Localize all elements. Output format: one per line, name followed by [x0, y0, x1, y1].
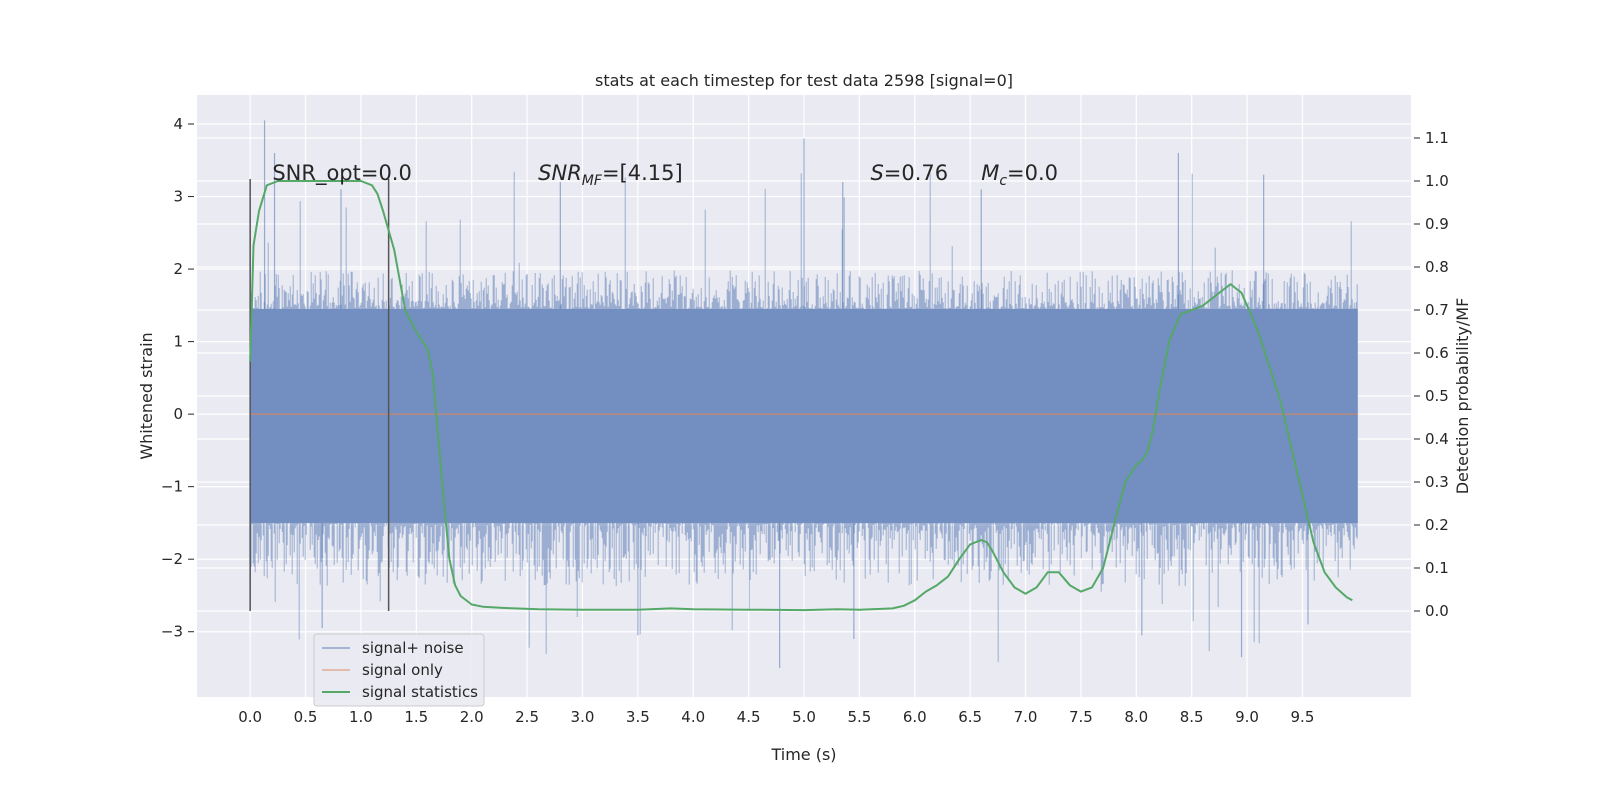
x-tick-label: 9.5	[1291, 708, 1315, 726]
y2-tick-label: 0.6	[1425, 344, 1449, 362]
y2-tick-label: 0.9	[1425, 215, 1449, 233]
y-tick-label: −3	[161, 623, 183, 641]
y-tick-label: 3	[173, 188, 183, 206]
annotation-mc-value: =0.0	[1007, 161, 1058, 185]
y2-tick-label: 0.3	[1425, 473, 1449, 491]
x-tick-label: 8.5	[1180, 708, 1204, 726]
x-tick-label: 6.0	[903, 708, 927, 726]
x-tick-label: 7.0	[1014, 708, 1038, 726]
x-tick-label: 1.5	[404, 708, 428, 726]
y-tick-label: 0	[173, 405, 183, 423]
statistics-line	[249, 180, 1353, 612]
annotation-mc-symbol: M	[981, 161, 999, 185]
annotation-snr-mf-sub: MF	[582, 173, 603, 189]
x-tick-label: 8.0	[1124, 708, 1148, 726]
annotation-snr-mf-value: =[4.15]	[602, 161, 683, 185]
x-tick-label: 5.0	[792, 708, 816, 726]
y2-tick-label: 0.1	[1425, 559, 1449, 577]
y2-tick-label: 0.2	[1425, 516, 1449, 534]
y2-tick-label: 0.0	[1425, 602, 1449, 620]
x-axis-label: Time (s)	[770, 745, 836, 764]
x-tick-label: 4.0	[681, 708, 705, 726]
y-tick-label: 4	[173, 115, 183, 133]
legend-box	[313, 633, 485, 707]
x-tick-label: 0.5	[294, 708, 318, 726]
x-tick-label: 2.5	[515, 708, 539, 726]
annotation-s-symbol: S	[870, 161, 883, 185]
x-tick-label: 6.5	[958, 708, 982, 726]
annotation-s: S=0.76	[870, 161, 948, 185]
y2-tick-label: 0.4	[1425, 430, 1449, 448]
annotation-mc-sub: c	[999, 173, 1007, 189]
x-tick-label: 1.0	[349, 708, 373, 726]
vertical-markers	[249, 179, 390, 611]
x-tick-label: 7.5	[1069, 708, 1093, 726]
chart-title: stats at each timestep for test data 259…	[595, 71, 1013, 90]
y-tick-label: −1	[161, 478, 183, 496]
legend-label-signal-only: signal only	[362, 661, 443, 679]
y2-tick-label: 1.0	[1425, 172, 1449, 190]
y-axis-label: Whitened strain	[137, 332, 156, 459]
x-tick-label: 0.0	[238, 708, 262, 726]
y2-tick-label: 0.8	[1425, 258, 1449, 276]
x-tick-label: 2.0	[460, 708, 484, 726]
y2-tick-label: 0.7	[1425, 301, 1449, 319]
y-tick-label: 2	[173, 260, 183, 278]
annotation-snr-opt: SNR_opt=0.0	[272, 161, 412, 186]
ticks: 0.0 0.5 1.0 1.5 2.0 2.5 3.0 3.5 4.0 4.5 5.0 5.5 6.0 6…	[161, 115, 1449, 726]
legend-label-noise: signal+ noise	[362, 639, 464, 657]
legend: signal+ noise signal only signal statist…	[313, 633, 485, 707]
y2-tick-label: 1.1	[1425, 129, 1449, 147]
annotation-s-value: =0.76	[884, 161, 948, 185]
noise-series	[249, 120, 1358, 668]
y-tick-label: 1	[173, 333, 183, 351]
x-tick-label: 9.0	[1235, 708, 1259, 726]
legend-label-statistics: signal statistics	[362, 683, 478, 701]
annotation-snr-mf: SNRMF=[4.15]	[538, 161, 683, 189]
annotation-mc: Mc=0.0	[981, 161, 1058, 189]
x-tick-label: 3.0	[571, 708, 595, 726]
annotation-snr-mf-base: SNR	[538, 161, 582, 185]
x-tick-label: 3.5	[626, 708, 650, 726]
y-tick-label: −2	[161, 550, 183, 568]
x-tick-label: 4.5	[737, 708, 761, 726]
y2-axis-label: Detection probability/MF	[1453, 298, 1472, 495]
y2-tick-label: 0.5	[1425, 387, 1449, 405]
x-tick-label: 5.5	[847, 708, 871, 726]
statistics-series	[249, 180, 1353, 612]
